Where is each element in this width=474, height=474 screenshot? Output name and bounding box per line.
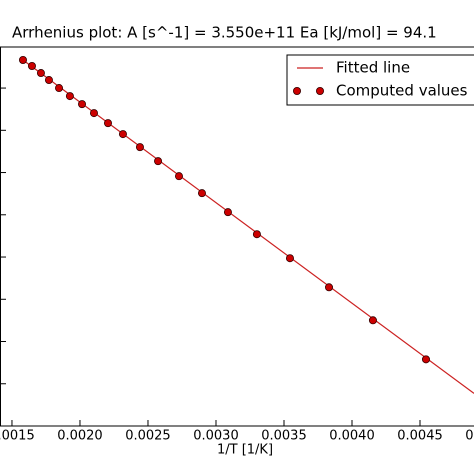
data-point <box>368 316 377 325</box>
data-point <box>223 208 232 217</box>
data-point <box>18 56 27 65</box>
x-tick-label: 0.0035 <box>261 429 307 444</box>
data-point <box>27 62 36 71</box>
data-point <box>78 100 87 109</box>
data-point <box>285 254 294 263</box>
x-tick-label: 0.0040 <box>329 429 375 444</box>
x-tick-label: 0.0050 <box>465 429 474 444</box>
data-point <box>174 172 183 181</box>
x-axis-label: 1/T [1/K] <box>217 443 273 458</box>
plot-frame <box>0 46 474 427</box>
x-tick-label: 0.0030 <box>193 429 239 444</box>
data-point <box>135 143 144 152</box>
chart-title: Arrhenius plot: A [s^-1] = 3.550e+11 Ea … <box>12 24 437 42</box>
legend-box <box>286 54 474 106</box>
data-point <box>252 230 261 239</box>
x-tick-label: 0.0025 <box>125 429 171 444</box>
data-point <box>154 157 163 166</box>
data-point <box>44 76 53 85</box>
data-point <box>118 130 127 139</box>
data-point <box>55 84 64 93</box>
legend-marker <box>315 87 324 96</box>
data-point <box>421 355 430 364</box>
data-point <box>197 189 206 198</box>
data-point <box>325 283 334 292</box>
data-point <box>89 109 98 118</box>
legend-label: Computed values <box>336 82 468 100</box>
legend-marker <box>292 87 301 96</box>
x-tick-label: 0.0045 <box>397 429 443 444</box>
data-point <box>103 119 112 128</box>
data-point <box>36 69 45 78</box>
data-point <box>65 92 74 101</box>
x-tick-label: 0.0015 <box>0 429 35 444</box>
x-tick-label: 0.0020 <box>57 429 103 444</box>
legend-label: Fitted line <box>336 59 410 77</box>
fitted-line <box>22 59 474 394</box>
